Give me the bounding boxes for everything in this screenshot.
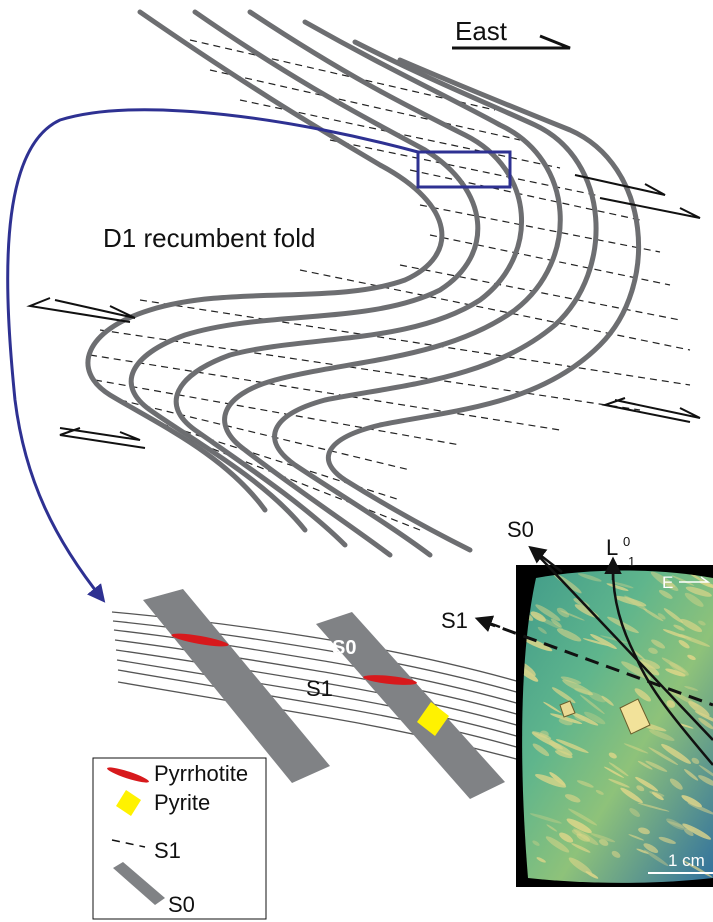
photo-scale-label: 1 cm [668, 851, 705, 870]
lineation-letter: L [606, 535, 618, 560]
photo-s1-label: S1 [441, 608, 468, 633]
block-s0-label: S0 [332, 637, 356, 659]
rock-sample-photo: E 1 cm [482, 548, 713, 887]
legend-s1: S1 [154, 838, 181, 863]
photo-s0-label: S0 [507, 517, 534, 542]
lineation-subscript: 1 [628, 554, 635, 569]
lineation-superscript: 0 [623, 534, 630, 549]
s1-arrow-icon [478, 619, 500, 627]
legend: Pyrrhotite Pyrite S1 S0 [93, 758, 266, 919]
photo-east-label: E [662, 573, 673, 592]
fold-label: D1 recumbent fold [103, 223, 315, 253]
legend-pyrrhotite: Pyrrhotite [154, 761, 248, 786]
block-s1-label: S1 [306, 676, 333, 701]
inset-connector-arrow [8, 110, 418, 600]
shear-arrow-left-lower [30, 298, 130, 322]
block-s0-band-left [143, 589, 330, 783]
east-label: East [455, 16, 508, 46]
legend-s0: S0 [168, 892, 195, 917]
east-direction-indicator: East [452, 16, 570, 48]
shear-arrow-left-upper [55, 300, 135, 318]
legend-pyrite: Pyrite [154, 790, 210, 815]
